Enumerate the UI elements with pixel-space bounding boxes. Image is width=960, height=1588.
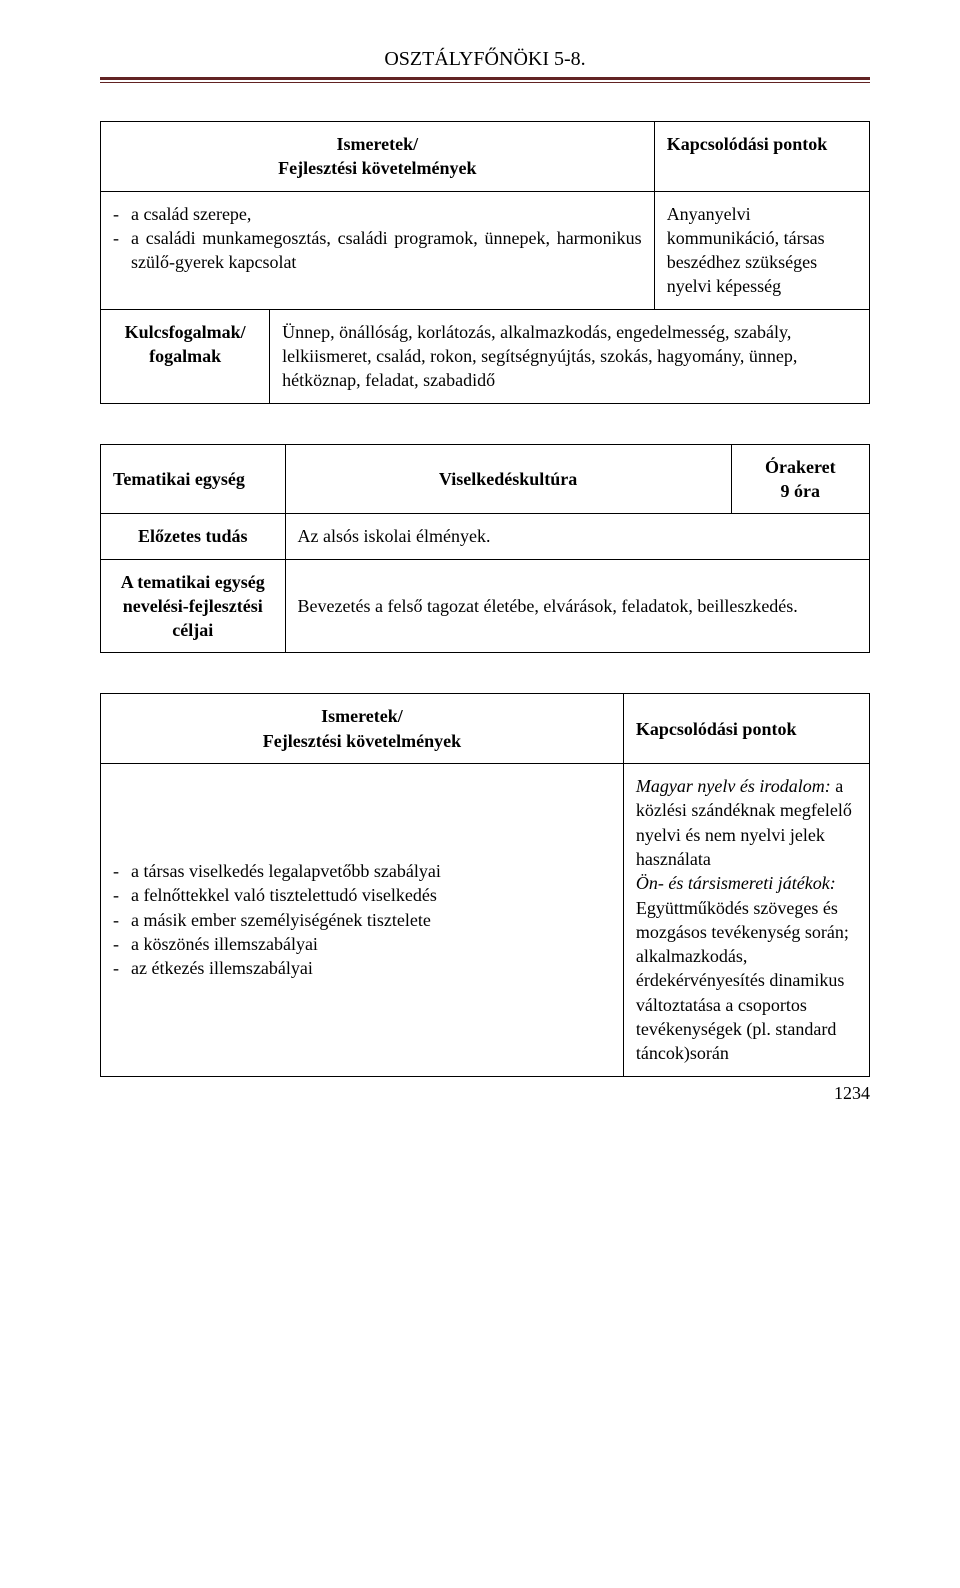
t2-r1c3a: Órakeret [744,455,857,479]
t2-r3c1: A tematikai egység nevelési-fejlesztési … [101,559,286,653]
t2-r1c3b: 9 óra [744,479,857,503]
table-ismeretek-1: Ismeretek/ Fejlesztési követelmények Kap… [100,121,870,404]
t3-head-left-line2: Fejlesztési követelmények [113,729,611,753]
t1-kulcs-value: Ünnep, önállóság, korlátozás, alkalmazko… [270,309,870,403]
list-item: -a társas viselkedés legalapvetőbb szabá… [113,859,611,883]
t1-head-right: Kapcsolódási pontok [654,122,869,192]
t2-r1c1: Tematikai egység [101,444,286,514]
t1-head-left-line2: Fejlesztési követelmények [113,156,642,180]
table-ismeretek-2: Ismeretek/ Fejlesztési követelmények Kap… [100,693,870,1076]
list-item: -a családi munkamegosztás, családi progr… [113,226,642,275]
t1-row-left: -a család szerepe, -a családi munkamegos… [101,191,655,309]
list-item: -az étkezés illemszabályai [113,956,611,980]
list-item-text: a családi munkamegosztás, családi progra… [131,226,642,275]
t2-r2c2: Az alsós iskolai élmények. [285,514,869,559]
t2-r1c3: Órakeret 9 óra [731,444,869,514]
t1-row-right: Anyanyelvi kommunikáció, társas beszédhe… [654,191,869,309]
t3-right-b-rest: Együttműködés szöveges és mozgásos tevék… [636,898,849,1064]
t2-r3c2: Bevezetés a felső tagozat életébe, elvár… [285,559,869,653]
t3-right: Magyar nyelv és irodalom: a közlési szán… [623,764,869,1077]
t2-r1c2: Viselkedéskultúra [285,444,731,514]
t2-r2c1: Előzetes tudás [101,514,286,559]
list-item-text: az étkezés illemszabályai [131,956,313,980]
header-rule-thin [100,82,870,83]
t3-left: -a társas viselkedés legalapvetőbb szabá… [101,764,624,1077]
list-item-text: a család szerepe, [131,202,251,226]
page-number: 1234 [100,1077,870,1104]
list-item-text: a köszönés illemszabályai [131,932,318,956]
t3-right-b-italic: Ön- és társismereti játékok: [636,873,836,893]
t1-head-left: Ismeretek/ Fejlesztési követelmények [101,122,655,192]
t1-kulcs-label: Kulcsfogalmak/ fogalmak [101,309,270,403]
page-header: OSZTÁLYFŐNÖKI 5-8. [100,48,870,71]
list-item: -a család szerepe, [113,202,642,226]
t3-head-right: Kapcsolódási pontok [623,694,869,764]
t3-right-a-italic: Magyar nyelv és irodalom: [636,776,831,796]
list-item-text: a társas viselkedés legalapvetőbb szabál… [131,859,441,883]
t3-head-left-line1: Ismeretek/ [113,704,611,728]
list-item: -a köszönés illemszabályai [113,932,611,956]
t3-head-left: Ismeretek/ Fejlesztési követelmények [101,694,624,764]
t1-head-left-line1: Ismeretek/ [113,132,642,156]
list-item-text: a felnőttekkel való tisztelettudó viselk… [131,883,437,907]
table-tematikai: Tematikai egység Viselkedéskultúra Órake… [100,444,870,654]
list-item: -a felnőttekkel való tisztelettudó visel… [113,883,611,907]
list-item-text: a másik ember személyiségének tisztelete [131,908,431,932]
header-rule-thick [100,77,870,80]
list-item: -a másik ember személyiségének tisztelet… [113,908,611,932]
